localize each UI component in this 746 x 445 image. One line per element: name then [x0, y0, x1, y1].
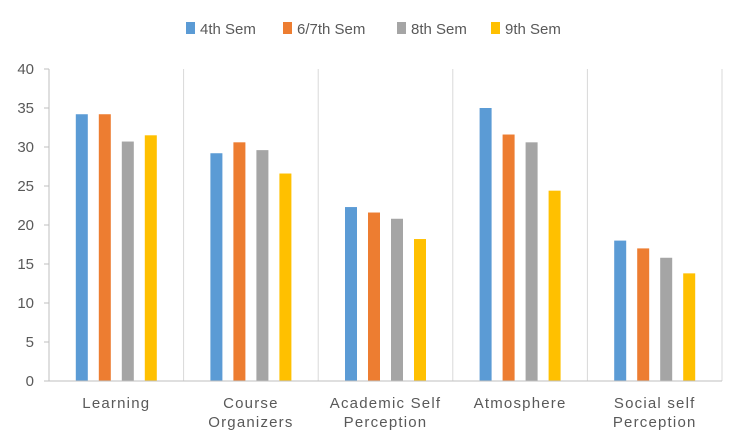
legend-label: 8th Sem [411, 21, 467, 38]
bar [279, 173, 292, 381]
bar [614, 240, 627, 381]
bar [548, 190, 561, 381]
bar [75, 114, 88, 382]
y-tick-label: 5 [26, 334, 34, 351]
y-tick-label: 0 [26, 373, 34, 390]
bar [391, 218, 403, 381]
legend-swatch [186, 22, 195, 34]
legend-label: 4th Sem [200, 21, 256, 38]
bar [121, 141, 134, 381]
bar [368, 212, 380, 381]
legend: 4th Sem 6/7th Sem 8th Sem 9th Sem [186, 21, 561, 38]
bar [345, 207, 357, 381]
y-tick-label: 30 [17, 139, 34, 156]
bar [479, 108, 492, 381]
bar [414, 239, 426, 381]
x-tick-label: Learning [82, 395, 150, 412]
y-tick-label: 35 [17, 100, 34, 117]
legend-item: 4th Sem [186, 21, 256, 38]
bar [144, 135, 157, 381]
bar [502, 134, 515, 381]
x-tick-label: Social self Perception [613, 395, 697, 431]
y-tick-label: 10 [17, 295, 34, 312]
axes: 0 5 10 15 20 25 30 35 40 Learning Course Organizers… [17, 61, 722, 431]
legend-label: 9th Sem [505, 21, 561, 38]
y-tick-label: 25 [17, 178, 34, 195]
legend-label: 6/7th Sem [297, 21, 365, 38]
legend-item: 6/7th Sem [283, 21, 365, 38]
y-tick-label: 40 [17, 61, 34, 78]
x-tick-label: Atmosphere [474, 395, 567, 412]
y-tick-label: 15 [17, 256, 34, 273]
bar [660, 257, 673, 381]
bar [683, 273, 696, 381]
bar [637, 248, 650, 381]
bar [525, 142, 538, 381]
bar [233, 142, 246, 381]
legend-item: 8th Sem [397, 21, 467, 38]
bar [210, 153, 223, 381]
legend-item: 9th Sem [491, 21, 561, 38]
x-tick-label: Academic Self Perception [330, 395, 441, 431]
category-separators [183, 69, 723, 381]
legend-swatch [397, 22, 406, 34]
bars [75, 108, 696, 382]
y-tick-label: 20 [17, 217, 34, 234]
x-tick-label: Course Organizers [208, 395, 293, 431]
bar [98, 114, 111, 382]
legend-swatch [283, 22, 292, 34]
legend-swatch [491, 22, 500, 34]
bar [256, 150, 269, 381]
